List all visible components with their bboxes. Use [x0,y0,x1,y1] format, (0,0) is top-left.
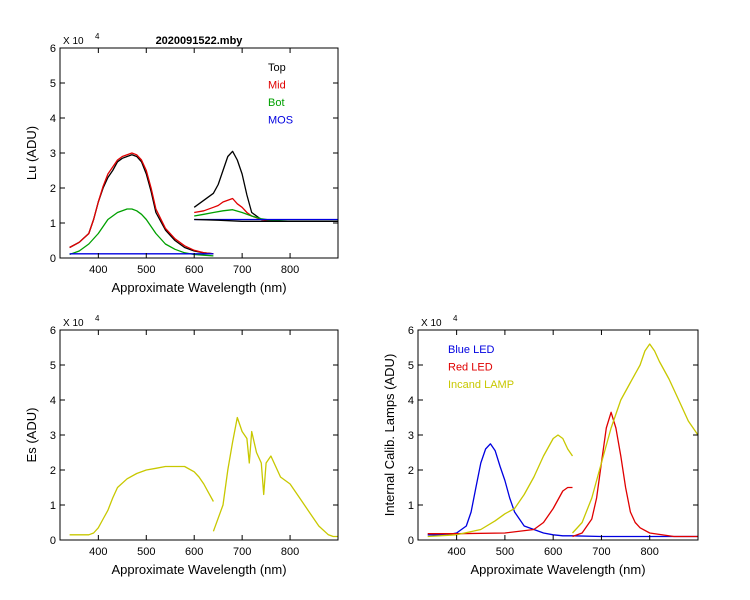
y-tick-label: 6 [50,325,56,337]
series-line-incand-lamp [427,434,574,538]
exponent-power: 4 [95,32,100,41]
series-line-mid [194,197,338,222]
series-line-red-led [572,411,698,538]
x-tick-label: 400 [89,264,107,276]
x-tick-label: 400 [447,546,465,558]
exponent-label: X 10 [63,318,84,329]
y-tick-label: 6 [50,43,56,55]
legend-entry-mid: Mid [268,80,286,92]
x-tick-label: 700 [233,264,251,276]
legend-entry-mos: MOS [268,115,293,127]
chart-title: 2020091522.mby [156,35,244,47]
series-line-mid [69,152,214,255]
x-axis-label: Approximate Wavelength (nm) [111,562,286,577]
series-group [427,343,698,538]
exponent-power: 4 [453,314,458,323]
y-axis-label: Lu (ADU) [24,126,39,180]
plot-frame [59,329,339,541]
x-tick-label: 600 [185,264,203,276]
series-line-top [69,154,214,255]
x-tick-label: 600 [544,546,562,558]
series-line-bot [69,208,214,257]
y-tick-label: 4 [50,395,56,407]
series-line-red-led [427,486,573,535]
series-group [69,416,338,538]
x-tick-label: 700 [233,546,251,558]
y-tick-label: 2 [50,465,56,477]
y-tick-label: 5 [50,78,56,90]
y-tick-label: 1 [408,500,414,512]
series-line-blk [194,218,338,222]
exponent-power: 4 [95,314,100,323]
legend-entry-incand-lamp: Incand LAMP [448,379,514,391]
y-tick-label: 5 [408,360,414,372]
series-line-es [212,416,338,538]
legend-entry-blue-led: Blue LED [448,344,495,356]
exponent-label: X 10 [63,36,84,47]
x-tick-label: 500 [496,546,514,558]
x-tick-label: 800 [641,546,659,558]
x-tick-label: 700 [592,546,610,558]
y-tick-label: 5 [50,360,56,372]
x-tick-label: 500 [137,546,155,558]
y-tick-label: 2 [50,183,56,195]
x-tick-label: 500 [137,264,155,276]
y-axis-label: Es (ADU) [24,408,39,463]
x-tick-label: 600 [185,546,203,558]
y-tick-label: 6 [408,325,414,337]
series-line-es [69,465,214,536]
series-line-top [193,150,338,222]
legend-entry-red-led: Red LED [448,362,493,374]
legend-entry-bot: Bot [268,97,285,109]
legend-entry-top: Top [268,62,286,74]
series-line-blue-led [427,443,698,538]
x-tick-label: 800 [281,264,299,276]
chart-es: 400 500 600 700 800 0 1 2 3 4 5 6 X 10 4 Approximate W… [24,314,339,577]
y-tick-label: 3 [50,148,56,160]
x-tick-label: 400 [89,546,107,558]
y-tick-label: 0 [408,535,414,547]
series-line-incand-lamp [572,343,698,534]
chart-lu: 400 500 600 700 800 0 1 2 3 4 5 6 X 10 4 2020091522.mb… [24,32,339,295]
x-axis-label: Approximate Wavelength (nm) [470,562,645,577]
y-tick-label: 1 [50,218,56,230]
x-axis-label: Approximate Wavelength (nm) [111,280,286,295]
y-tick-label: 0 [50,253,56,265]
series-group [69,150,338,257]
x-tick-label: 800 [281,546,299,558]
y-tick-label: 4 [408,395,414,407]
y-tick-label: 3 [50,430,56,442]
y-axis-label: Internal Calib. Lamps (ADU) [382,354,397,517]
y-tick-label: 3 [408,430,414,442]
y-tick-label: 4 [50,113,56,125]
y-tick-label: 0 [50,535,56,547]
plot-frame [59,47,339,259]
exponent-label: X 10 [421,318,442,329]
y-tick-label: 2 [408,465,414,477]
y-tick-label: 1 [50,500,56,512]
chart-lamps: 400 500 600 700 800 0 1 2 3 4 5 6 X 10 4 Approximate W… [382,314,699,577]
